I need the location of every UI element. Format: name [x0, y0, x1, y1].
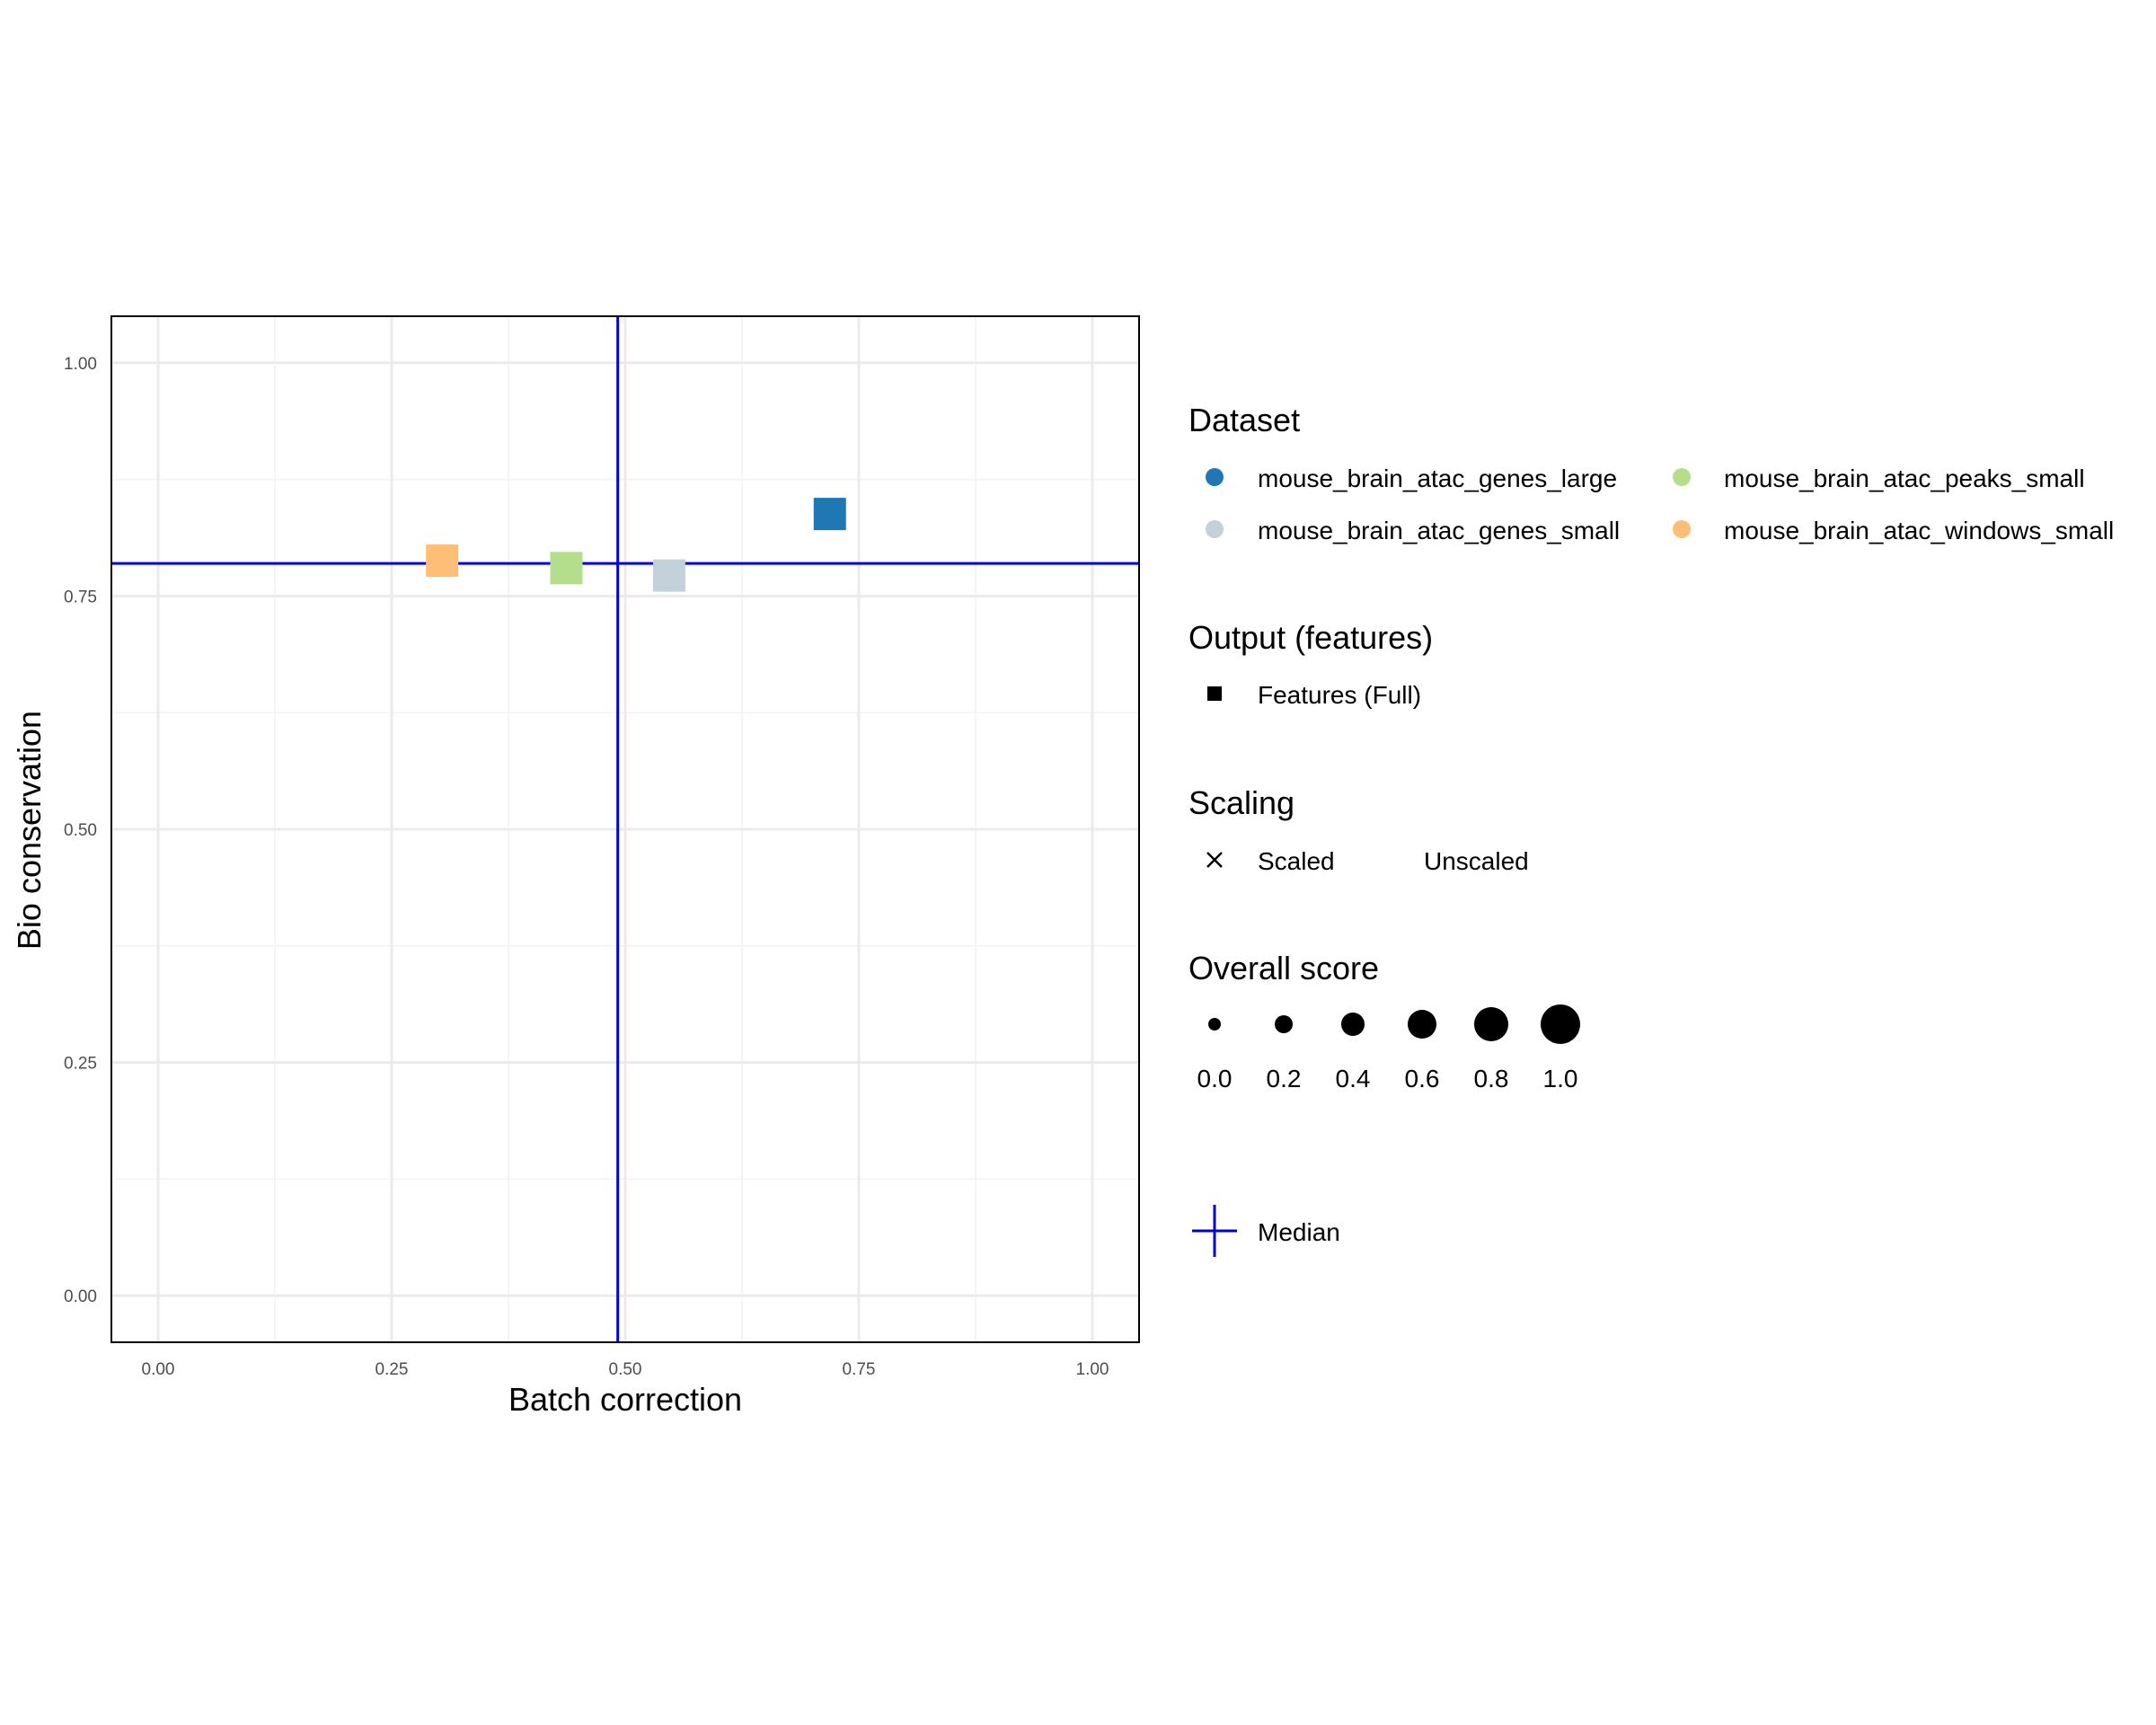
legend-scaling-title: Scaling: [1188, 784, 1294, 821]
legend-scaling-label: Unscaled: [1424, 847, 1529, 875]
x-tick-label: 0.50: [609, 1360, 642, 1379]
legend-size-dot: [1208, 1018, 1221, 1031]
median-cross-icon: [1192, 1205, 1237, 1257]
legend-size-dot: [1474, 1007, 1508, 1041]
y-tick-label: 1.00: [64, 355, 97, 374]
data-point: [550, 552, 583, 585]
legend-scaling-label: Scaled: [1258, 847, 1335, 875]
y-tick-label: 0.75: [64, 588, 97, 606]
x-tick-label: 0.75: [843, 1360, 876, 1379]
legend-dataset-title: Dataset: [1188, 402, 1300, 438]
legend-overall-score-title: Overall score: [1188, 950, 1379, 986]
legend-dataset-key-2: [1206, 520, 1224, 538]
legend-median-label: Median: [1258, 1218, 1340, 1246]
legend-size-label: 0.6: [1405, 1065, 1440, 1092]
legend-dataset-key-0: [1206, 468, 1224, 486]
legend-output-label: Features (Full): [1258, 681, 1421, 709]
legend-size-dot: [1341, 1013, 1365, 1036]
x-axis-title: Batch correction: [508, 1381, 742, 1418]
legend-size-dot: [1541, 1004, 1580, 1044]
legend: Dataset mouse_brain_atac_genes_large mou…: [1188, 402, 2114, 1257]
legend-dataset-label: mouse_brain_atac_genes_large: [1258, 464, 1617, 492]
square-icon: [1207, 686, 1222, 701]
major-gridlines: [111, 316, 1139, 1342]
legend-size-label: 0.8: [1474, 1065, 1509, 1092]
y-axis-title: Bio conservation: [11, 711, 48, 950]
cross-icon: [1206, 852, 1223, 868]
legend-size-label: 0.0: [1197, 1065, 1233, 1092]
legend-size-dot: [1408, 1010, 1436, 1039]
legend-size-label: 0.4: [1336, 1065, 1371, 1092]
legend-output-title: Output (features): [1188, 619, 1433, 656]
y-tick-label: 0.00: [64, 1287, 97, 1306]
x-axis-tick-labels: 0.00 0.25 0.50 0.75 1.00: [142, 1360, 1109, 1379]
panel-border: [110, 315, 1140, 1343]
legend-size-label: 0.2: [1267, 1065, 1302, 1092]
x-tick-label: 0.25: [376, 1360, 409, 1379]
legend-size-dot: [1275, 1015, 1293, 1033]
y-axis-tick-labels: 0.00 0.25 0.50 0.75 1.00: [64, 355, 97, 1306]
data-point: [426, 544, 459, 578]
legend-dataset-key-1: [1673, 468, 1691, 486]
median-lines: [111, 316, 1139, 1342]
y-tick-label: 0.50: [64, 821, 97, 840]
legend-overall-score-items: 0.0 0.2 0.4 0.6 0.8 1.0: [1197, 1004, 1580, 1092]
y-tick-label: 0.25: [64, 1055, 97, 1074]
legend-dataset-label: mouse_brain_atac_windows_small: [1724, 517, 2114, 544]
x-tick-label: 1.00: [1076, 1360, 1109, 1379]
legend-size-label: 1.0: [1543, 1065, 1578, 1092]
x-tick-label: 0.00: [142, 1360, 175, 1379]
data-point: [813, 498, 846, 531]
data-point: [652, 559, 685, 592]
legend-dataset-key-3: [1673, 520, 1691, 538]
legend-dataset-label: mouse_brain_atac_peaks_small: [1724, 464, 2085, 492]
legend-dataset-label: mouse_brain_atac_genes_small: [1258, 517, 1620, 544]
plot-area: [110, 315, 1140, 1343]
data-points: [426, 498, 846, 592]
